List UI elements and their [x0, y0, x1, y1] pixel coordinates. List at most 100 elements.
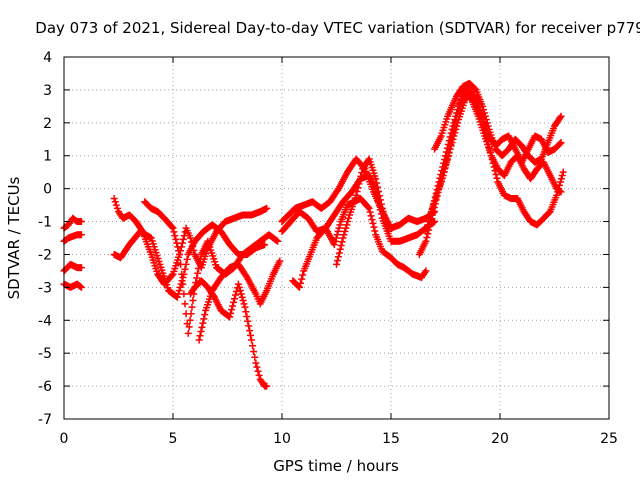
- x-axis-title: GPS time / hours: [273, 457, 399, 475]
- data-point-marker: [442, 162, 449, 170]
- y-tick-label: 2: [43, 116, 52, 132]
- data-point-marker: [480, 122, 488, 130]
- data-point-marker: [185, 323, 193, 331]
- data-point-marker: [435, 185, 443, 193]
- data-point-marker: [492, 171, 500, 179]
- data-point-marker: [383, 221, 391, 229]
- x-tick-label: 5: [169, 431, 178, 447]
- x-tick-label: 25: [600, 431, 618, 447]
- data-point-marker: [475, 103, 483, 111]
- data-point-marker: [252, 359, 260, 367]
- data-point-marker: [353, 187, 361, 195]
- data-point-marker: [183, 255, 191, 263]
- y-tick-label: -1: [38, 215, 52, 231]
- data-point-marker: [336, 245, 344, 253]
- data-point-marker: [352, 191, 360, 199]
- data-point-marker: [338, 238, 346, 246]
- data-point-marker: [168, 271, 176, 279]
- data-point-marker: [198, 323, 206, 331]
- data-point-marker: [342, 224, 350, 232]
- data-point-marker: [179, 235, 187, 243]
- data-point-marker: [447, 142, 455, 150]
- data-point-marker: [482, 129, 490, 137]
- data-point-marker: [371, 227, 379, 235]
- data-point-marker: [452, 125, 460, 133]
- data-point-marker: [374, 183, 382, 191]
- data-point-marker: [334, 227, 342, 235]
- data-point-marker: [250, 348, 258, 356]
- data-point-marker: [429, 207, 437, 215]
- data-point-marker: [557, 112, 565, 120]
- y-tick-label: 0: [43, 182, 52, 198]
- data-point-marker: [110, 195, 118, 203]
- data-point-marker: [355, 180, 363, 188]
- data-point-marker: [179, 280, 187, 288]
- grid: [64, 57, 609, 419]
- data-point-marker: [473, 98, 481, 106]
- data-point-marker: [237, 290, 245, 298]
- data-point-marker: [201, 311, 209, 319]
- data-point-marker: [171, 232, 179, 240]
- data-point-marker: [173, 239, 181, 247]
- data-point-marker: [432, 196, 440, 204]
- data-point-marker: [372, 175, 380, 183]
- data-point-marker: [357, 172, 365, 180]
- data-point-marker: [375, 187, 383, 195]
- data-point-marker: [263, 204, 271, 212]
- data-point-marker: [440, 168, 448, 176]
- data-point-marker: [172, 235, 180, 243]
- data-point-marker: [376, 196, 384, 204]
- data-point-marker: [430, 203, 438, 211]
- data-point-marker: [558, 171, 566, 179]
- series-trace-d: [60, 231, 85, 245]
- data-point-marker: [276, 257, 284, 265]
- data-point-marker: [377, 200, 385, 208]
- y-tick-label: 4: [43, 50, 52, 66]
- data-point-marker: [249, 342, 257, 350]
- data-point-marker: [195, 336, 203, 344]
- data-point-marker: [178, 270, 186, 278]
- data-point-marker: [489, 159, 497, 167]
- data-point-marker: [175, 287, 183, 295]
- data-point-marker: [184, 329, 192, 337]
- data-point-marker: [251, 353, 259, 361]
- data-point-marker: [370, 223, 378, 231]
- data-point-marker: [247, 331, 255, 339]
- data-point-marker: [557, 139, 565, 147]
- data-point-marker: [177, 260, 185, 268]
- data-point-marker: [193, 274, 201, 282]
- data-point-marker: [113, 204, 121, 212]
- data-point-marker: [358, 169, 366, 177]
- data-point-marker: [442, 158, 450, 166]
- data-point-marker: [231, 295, 239, 303]
- data-point-marker: [112, 201, 120, 209]
- data-point-marker: [241, 303, 249, 311]
- data-point-marker: [446, 145, 454, 153]
- data-point-marker: [179, 273, 187, 281]
- data-point-marker: [556, 114, 564, 122]
- chart-title: Day 073 of 2021, Sidereal Day-to-day VTE…: [35, 19, 640, 37]
- data-point-marker: [341, 227, 349, 235]
- data-point-marker: [226, 313, 234, 321]
- data-point-marker: [556, 140, 564, 148]
- data-point-marker: [253, 363, 261, 371]
- data-point-marker: [255, 371, 263, 379]
- data-point-marker: [111, 198, 119, 206]
- y-tick-label: -7: [38, 412, 52, 428]
- data-point-marker: [364, 203, 372, 211]
- data-point-marker: [485, 144, 493, 152]
- data-point-marker: [274, 237, 282, 245]
- y-tick-label: 1: [43, 149, 52, 165]
- data-point-marker: [336, 221, 344, 229]
- data-point-marker: [555, 185, 563, 193]
- data-point-marker: [425, 226, 433, 234]
- data-point-marker: [200, 315, 208, 323]
- data-point-marker: [477, 110, 485, 118]
- data-point-marker: [334, 253, 342, 261]
- plot-frame: [63, 56, 610, 420]
- data-point-marker: [368, 216, 376, 224]
- data-point-marker: [449, 135, 457, 143]
- data-point-marker: [344, 218, 352, 226]
- data-point-marker: [486, 148, 494, 156]
